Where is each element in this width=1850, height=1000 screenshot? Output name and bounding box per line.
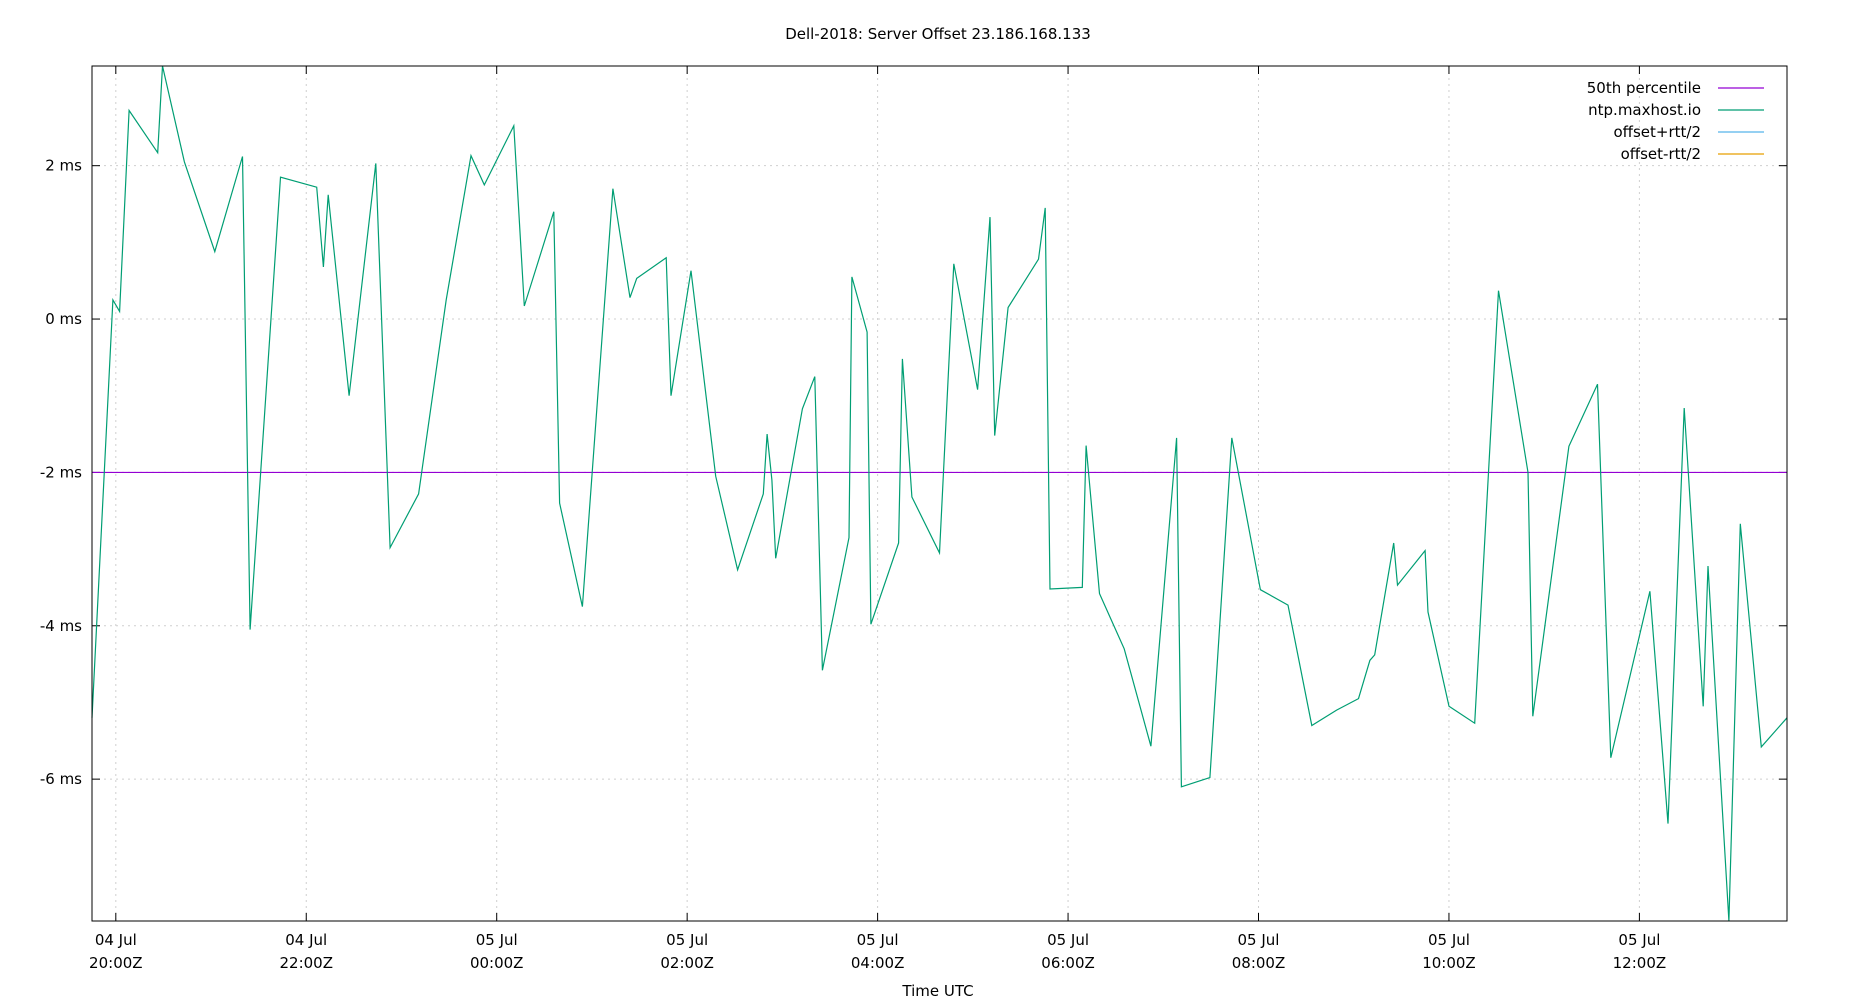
y-tick-label: 2 ms bbox=[45, 157, 82, 175]
x-tick-label-time: 02:00Z bbox=[660, 954, 714, 972]
x-tick-label-time: 22:00Z bbox=[279, 954, 333, 972]
y-tick-label: -6 ms bbox=[40, 770, 82, 788]
x-tick-label-time: 10:00Z bbox=[1422, 954, 1476, 972]
y-axis-ticks: 2 ms 0 ms -2 ms -4 ms -6 ms bbox=[40, 157, 1787, 788]
x-tick-label-date: 04 Jul bbox=[95, 931, 137, 949]
x-tick-label-date: 05 Jul bbox=[1047, 931, 1089, 949]
x-tick-label-date: 05 Jul bbox=[1238, 931, 1280, 949]
x-tick-label-date: 05 Jul bbox=[1618, 931, 1660, 949]
legend-label-50th-percentile: 50th percentile bbox=[1587, 79, 1701, 97]
x-tick-label-date: 05 Jul bbox=[1428, 931, 1470, 949]
x-axis-label: Time UTC bbox=[901, 982, 973, 1000]
legend: 50th percentile ntp.maxhost.io offset+rtt/… bbox=[1587, 79, 1764, 163]
legend-label-offset-rtt-2: offset+rtt/2 bbox=[1613, 123, 1701, 141]
x-axis-ticks: 04 Jul 20:00Z 04 Jul 22:00Z 05 Jul 00:00Z 05 J… bbox=[89, 66, 1666, 972]
y-tick-label: -2 ms bbox=[40, 463, 82, 481]
series-lines bbox=[91, 65, 1788, 922]
plot-frame bbox=[91, 65, 1788, 922]
x-tick-label-date: 05 Jul bbox=[476, 931, 518, 949]
y-tick-label: -4 ms bbox=[40, 617, 82, 635]
x-tick-label-time: 12:00Z bbox=[1613, 954, 1667, 972]
x-tick-label-time: 20:00Z bbox=[89, 954, 143, 972]
legend-label-offset-rtt-2: offset-rtt/2 bbox=[1621, 145, 1701, 163]
x-tick-label-date: 05 Jul bbox=[666, 931, 708, 949]
chart-title: Dell-2018: Server Offset 23.186.168.133 bbox=[785, 25, 1091, 43]
x-tick-label-date: 05 Jul bbox=[857, 931, 899, 949]
x-tick-label-time: 00:00Z bbox=[470, 954, 524, 972]
series-ntp-maxhost-io bbox=[91, 65, 1788, 922]
x-tick-label-time: 06:00Z bbox=[1041, 954, 1095, 972]
x-tick-label-time: 04:00Z bbox=[851, 954, 905, 972]
legend-label-ntp-maxhost-io: ntp.maxhost.io bbox=[1588, 101, 1701, 119]
y-tick-label: 0 ms bbox=[45, 310, 82, 328]
x-tick-label-time: 08:00Z bbox=[1232, 954, 1286, 972]
x-tick-label-date: 04 Jul bbox=[285, 931, 327, 949]
grid-lines bbox=[92, 66, 1787, 921]
